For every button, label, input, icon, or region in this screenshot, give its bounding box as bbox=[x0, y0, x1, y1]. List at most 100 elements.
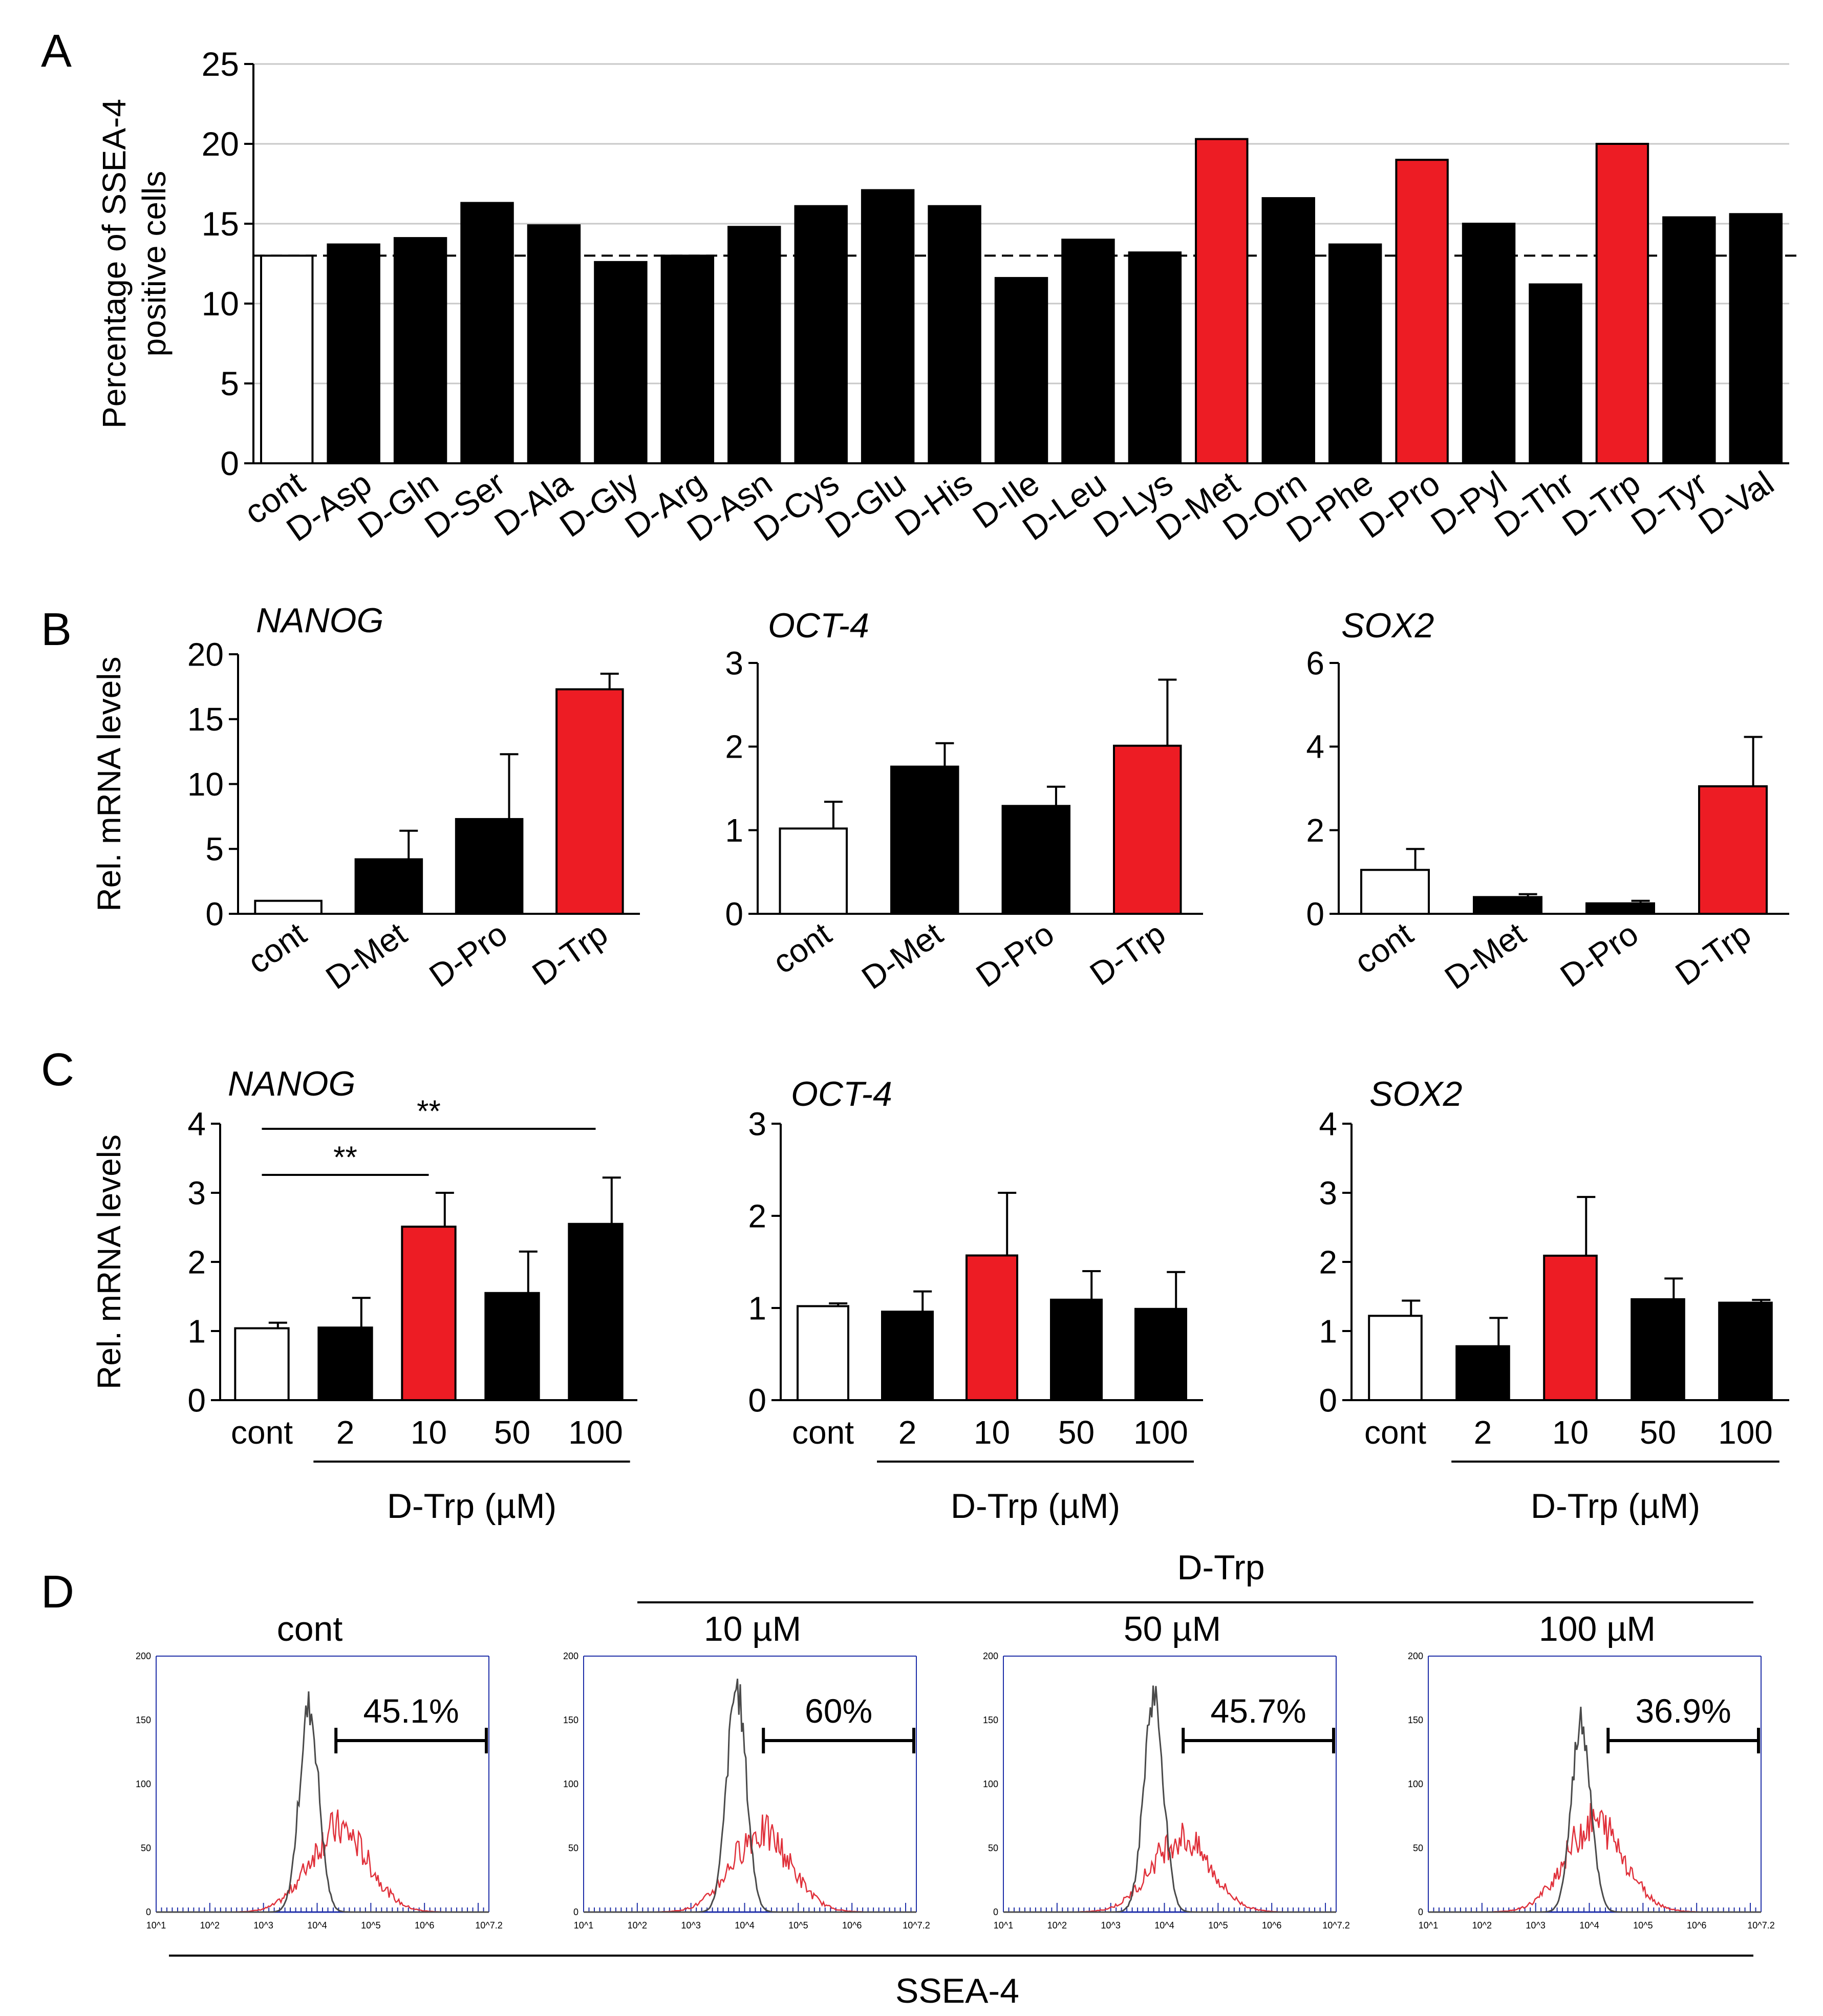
group-label: D-Trp bbox=[1177, 1548, 1264, 1587]
x-tick-label: 10^1 bbox=[1419, 1920, 1438, 1931]
y-axis-label: Rel. mRNA levels bbox=[91, 657, 127, 912]
x-tick-label: 10 bbox=[974, 1414, 1010, 1451]
y-tick-label: 200 bbox=[983, 1651, 998, 1661]
bar-D-Pro bbox=[1585, 902, 1655, 915]
y-tick-label: 0 bbox=[1319, 1382, 1337, 1419]
y-tick-label: 0 bbox=[1306, 895, 1324, 932]
y-tick-label: 50 bbox=[568, 1843, 578, 1853]
y-tick-label: 0 bbox=[187, 1382, 206, 1419]
x-tick-label: 10^3 bbox=[253, 1920, 273, 1931]
histogram-0: 0 50 100 150 200 10^1 10^2 10^3 10^4 10^5 10^6 10^7… bbox=[136, 1610, 503, 1931]
y-tick-label: 15 bbox=[202, 205, 239, 243]
chart-title-sox2: SOX2 bbox=[1369, 1075, 1462, 1113]
isotype-histogram bbox=[1003, 1685, 1336, 1913]
x-tick-label: 10^3 bbox=[1101, 1920, 1120, 1931]
x-tick-label: 100 bbox=[1718, 1414, 1773, 1451]
x-tick-label: 10^6 bbox=[1262, 1920, 1281, 1931]
y-tick-label: 0 bbox=[220, 444, 239, 482]
chart-title-sox2: SOX2 bbox=[1341, 606, 1434, 645]
x-tick-label: 10 bbox=[411, 1414, 447, 1451]
x-tick-label: cont bbox=[231, 1414, 293, 1451]
chart-title-nanog: NANOG bbox=[228, 1064, 355, 1103]
bar-D-Arg bbox=[660, 254, 715, 464]
histogram-1: 0 50 100 150 200 10^1 10^2 10^3 10^4 10^5 10^6 10^7… bbox=[563, 1610, 930, 1931]
y-axis-label: Percentage of SSEA-4 bbox=[96, 99, 133, 428]
bar-D-Trp bbox=[1113, 744, 1182, 915]
bar-100 bbox=[568, 1223, 624, 1401]
panel-label-B: B bbox=[41, 604, 72, 655]
y-tick-label: 2 bbox=[725, 728, 743, 765]
bar-D-Pro bbox=[455, 818, 524, 915]
y-tick-label: 15 bbox=[187, 701, 224, 738]
y-tick-label: 100 bbox=[1408, 1779, 1423, 1789]
histogram-title: 50 µM bbox=[1124, 1610, 1221, 1648]
y-axis-label: positive cells bbox=[136, 171, 173, 357]
bar-cont bbox=[260, 254, 314, 464]
x-tick-label: 50 bbox=[494, 1414, 530, 1451]
bar-D-Asp bbox=[327, 243, 380, 464]
y-tick-label: 2 bbox=[748, 1197, 766, 1234]
x-axis-label: SSEA-4 bbox=[895, 1971, 1019, 2010]
y-tick-label: 10 bbox=[187, 766, 224, 803]
bar-D-Gly bbox=[594, 261, 648, 464]
bar-D-Lys bbox=[1128, 251, 1182, 464]
group-label: D-Trp (µM) bbox=[387, 1487, 556, 1526]
x-tick-label: 2 bbox=[336, 1414, 355, 1451]
x-tick-label: 10^5 bbox=[1208, 1920, 1228, 1931]
x-tick-label: 10^5 bbox=[1633, 1920, 1653, 1931]
x-tick-label: 10^7.2 bbox=[903, 1920, 930, 1931]
x-tick-label: 10^6 bbox=[1687, 1920, 1706, 1931]
bar-D-Ile bbox=[994, 277, 1048, 465]
bar-D-Tyr bbox=[1662, 216, 1716, 464]
x-tick-label: 10^1 bbox=[994, 1920, 1013, 1931]
y-tick-label: 0 bbox=[573, 1907, 578, 1917]
y-tick-label: 2 bbox=[1319, 1243, 1337, 1280]
chart-title-oct-4: OCT-4 bbox=[768, 606, 869, 645]
bar-D-Pro bbox=[1395, 159, 1449, 464]
panel-label-C: C bbox=[41, 1044, 74, 1096]
y-tick-label: 150 bbox=[1408, 1715, 1423, 1725]
y-tick-label: 150 bbox=[983, 1715, 998, 1725]
histogram-title: 100 µM bbox=[1539, 1610, 1656, 1648]
x-tick-label: 10^3 bbox=[1526, 1920, 1545, 1931]
bar-D-Pro bbox=[1001, 805, 1070, 915]
bar-10 bbox=[966, 1254, 1018, 1401]
bar-10 bbox=[1543, 1254, 1598, 1402]
y-tick-label: 50 bbox=[141, 1843, 151, 1853]
x-tick-label: 10^2 bbox=[628, 1920, 647, 1931]
x-tick-label: 10^1 bbox=[146, 1920, 166, 1931]
histogram-title: 10 µM bbox=[704, 1610, 801, 1648]
y-tick-label: 0 bbox=[146, 1907, 151, 1917]
x-tick-label: 50 bbox=[1640, 1414, 1676, 1451]
group-label: D-Trp (µM) bbox=[1531, 1487, 1700, 1526]
chart-C-oct-4: 0 1 2 3 cont 2 10 50 100 OCT-4 D-Trp (µM) bbox=[748, 1075, 1203, 1526]
y-tick-label: 25 bbox=[202, 45, 239, 83]
x-tick-label: 100 bbox=[568, 1414, 623, 1451]
y-tick-label: 0 bbox=[205, 895, 224, 932]
y-tick-label: 3 bbox=[748, 1105, 766, 1142]
bar-D-Thr bbox=[1529, 283, 1582, 464]
bar-D-His bbox=[928, 205, 981, 464]
y-tick-label: 150 bbox=[563, 1715, 578, 1725]
bar-50 bbox=[1050, 1298, 1103, 1402]
x-tick-label: 10^5 bbox=[788, 1920, 808, 1931]
y-tick-label: 1 bbox=[725, 812, 743, 849]
x-tick-label: 10^2 bbox=[200, 1920, 220, 1931]
x-tick-label: 10^4 bbox=[735, 1920, 754, 1931]
y-tick-label: 100 bbox=[983, 1779, 998, 1789]
bar-D-Met bbox=[354, 858, 423, 915]
x-tick-label: 10^3 bbox=[681, 1920, 700, 1931]
x-tick-label: 10^6 bbox=[415, 1920, 434, 1931]
bar-2 bbox=[881, 1311, 934, 1401]
histogram-2: 0 50 100 150 200 10^1 10^2 10^3 10^4 10^5 10^6 10^7… bbox=[983, 1610, 1350, 1931]
y-tick-label: 4 bbox=[187, 1105, 206, 1142]
y-tick-label: 3 bbox=[1319, 1174, 1337, 1211]
x-tick-label: 10^1 bbox=[574, 1920, 593, 1931]
gate-percent: 36.9% bbox=[1636, 1692, 1731, 1730]
bar-2 bbox=[1455, 1345, 1510, 1401]
bar-50 bbox=[1631, 1298, 1685, 1401]
x-tick-label: 10^6 bbox=[842, 1920, 862, 1931]
bar-cont bbox=[779, 827, 848, 915]
panel-label-A: A bbox=[41, 26, 72, 77]
